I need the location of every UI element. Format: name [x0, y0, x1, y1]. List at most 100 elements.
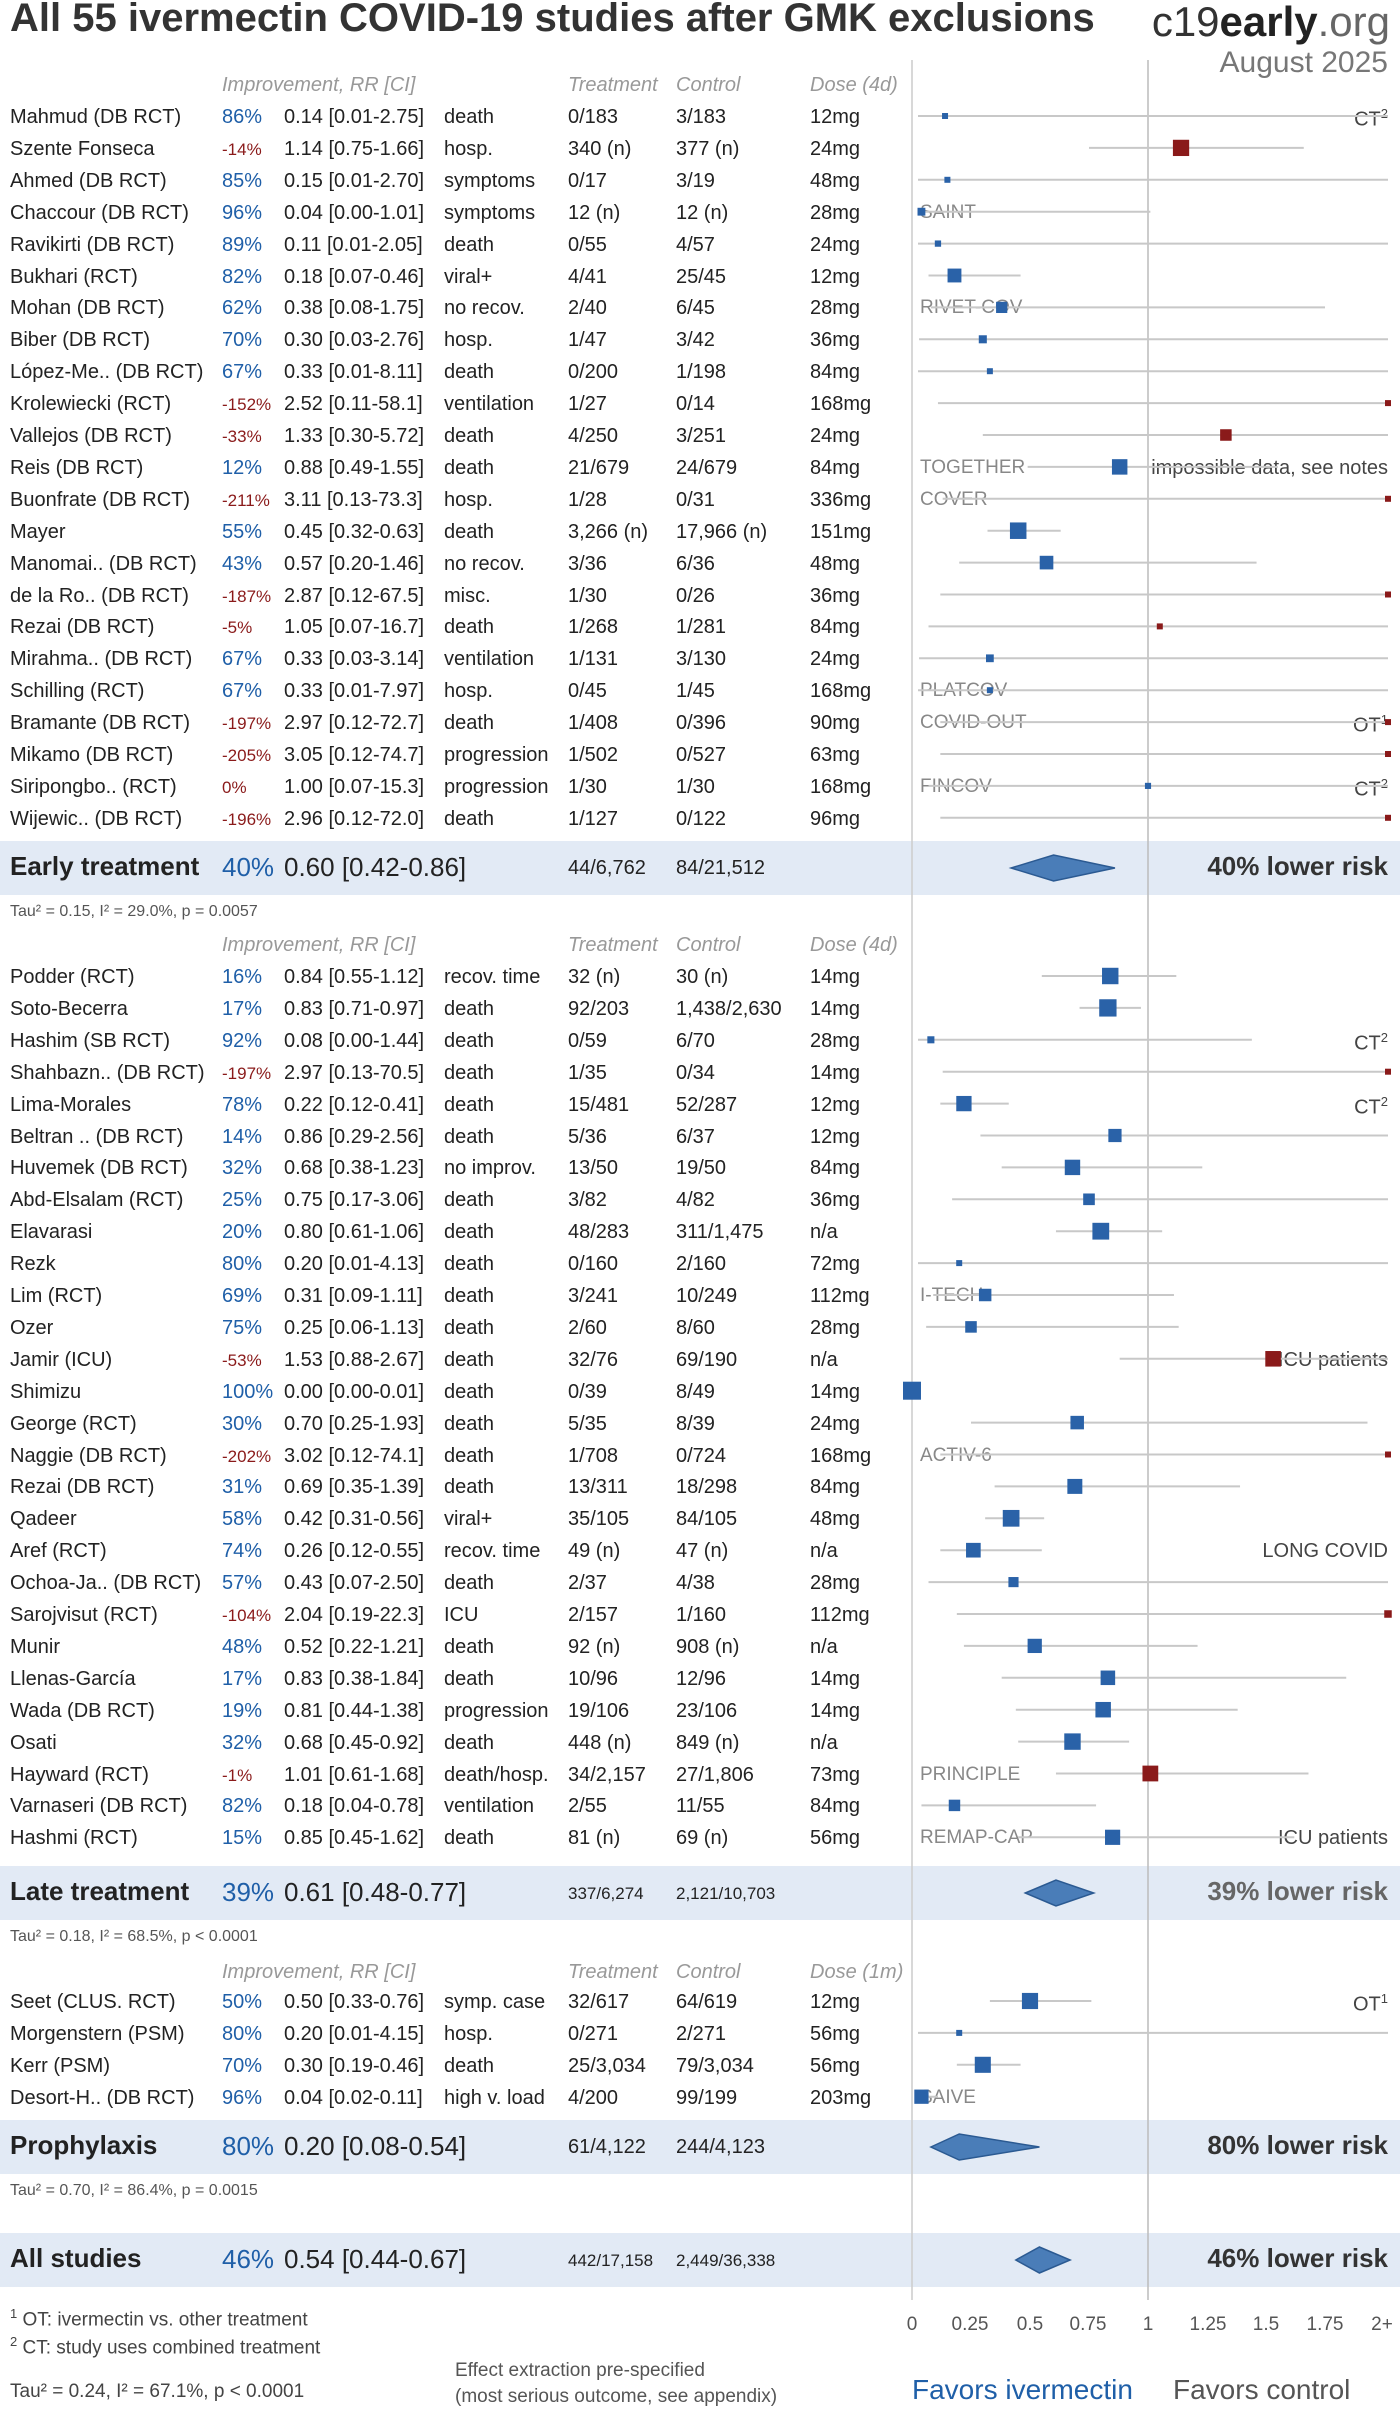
rr-ci-value: 0.33 [0.01-7.97]	[284, 680, 425, 703]
improvement-value: 100%	[222, 1380, 274, 1403]
outcome: hosp.	[444, 680, 493, 703]
outcome: death	[444, 106, 495, 128]
study-row: Vallejos (DB RCT) -33% 1.33 [0.30-5.72] dea…	[0, 419, 1400, 451]
summary-name: Late treatment	[10, 1876, 190, 1906]
study-name: Lima-Morales	[10, 1093, 132, 1116]
summary-risk: 40% lower risk	[1207, 851, 1388, 881]
dose-value: 12mg	[810, 1093, 861, 1116]
study-row: Chaccour (DB RCT) 96% 0.04 [0.00-1.01] symp…	[0, 196, 1400, 228]
study-row: Jamir (ICU) -53% 1.53 [0.88-2.67] death 32/7…	[0, 1343, 1400, 1375]
study-row: Hayward (RCT) -1% 1.01 [0.61-1.68] death/ho…	[0, 1758, 1400, 1790]
rr-ci-value: 0.84 [0.55-1.12]	[284, 966, 425, 988]
study-name: Lim (RCT)	[10, 1285, 103, 1307]
footnote-1: 1 OT: ivermectin vs. other treatment	[10, 2306, 308, 2331]
study-row: Rezk 80% 0.20 [0.01-4.13] death 0/160 2/160 72…	[0, 1247, 1400, 1279]
summary-treatment: 337/6,274	[568, 1884, 644, 1903]
overall-treatment: 442/17,158	[568, 2251, 654, 2270]
treatment-count: 0/45	[568, 680, 607, 703]
rr-ci-value: 0.31 [0.09-1.11]	[284, 1285, 423, 1307]
outcome: death	[444, 1093, 495, 1116]
row-note: OT1	[1353, 712, 1388, 738]
study-name: Soto-Becerra	[10, 997, 128, 1020]
row-note: CT2	[1354, 106, 1388, 132]
control-count: 6/70	[676, 1029, 715, 1052]
summary-rr: 0.60 [0.42-0.86]	[284, 852, 467, 882]
control-count: 84/105	[676, 1508, 738, 1531]
study-row: Mohan (DB RCT) 62% 0.38 [0.08-1.75] no reco…	[0, 291, 1400, 323]
outcome: death	[444, 1380, 495, 1403]
rr-ci-value: 0.20 [0.01-4.15]	[284, 2022, 425, 2045]
overall-improvement: 46%	[222, 2244, 275, 2274]
study-name: Desort-H.. (DB RCT)	[10, 2086, 195, 2109]
outcome: death	[444, 1667, 495, 1690]
study-row: Schilling (RCT) 67% 0.33 [0.01-7.97] hosp. 0…	[0, 674, 1400, 706]
control-count: 1/45	[676, 680, 715, 703]
dose-value: 12mg	[810, 106, 861, 128]
rr-ci-value: 3.11 [0.13-73.3]	[284, 488, 423, 511]
header-improvement: Improvement, RR [CI]	[222, 74, 416, 96]
row-note: LONG COVID	[1262, 1540, 1388, 1563]
x-tick-label: 0.25	[952, 2314, 989, 2335]
rr-ci-value: 2.96 [0.12-72.0]	[284, 807, 425, 830]
column-header-row: Improvement, RR [CI] Treatment Control Dose…	[0, 1955, 1400, 1987]
improvement-value: 20%	[222, 1221, 263, 1244]
brand-logo: c19early.org	[1152, 0, 1390, 46]
study-row: Siripongbo.. (RCT) 0% 1.00 [0.07-15.3] prog…	[0, 770, 1400, 802]
dose-value: 84mg	[810, 1157, 861, 1180]
dose-value: 56mg	[810, 2054, 861, 2077]
rr-ci-value: 0.14 [0.01-2.75]	[284, 106, 425, 128]
header-control: Control	[676, 934, 741, 956]
treatment-count: 1/27	[568, 393, 607, 416]
study-row: Varnaseri (DB RCT) 82% 0.18 [0.04-0.78] ven…	[0, 1789, 1400, 1821]
control-count: 0/724	[676, 1444, 727, 1467]
study-row: Ravikirti (DB RCT) 89% 0.11 [0.01-2.05] dea…	[0, 228, 1400, 260]
treatment-count: 49 (n)	[568, 1540, 621, 1563]
study-name: Hashmi (RCT)	[10, 1827, 138, 1850]
summary-stats: Tau² = 0.18, I² = 68.5%, p < 0.0001	[10, 1928, 258, 1945]
dose-value: 63mg	[810, 744, 861, 766]
study-row: Mahmud (DB RCT) 86% 0.14 [0.01-2.75] death 0…	[0, 100, 1400, 132]
treatment-count: 0/160	[568, 1253, 619, 1276]
control-count: 27/1,806	[676, 1763, 754, 1786]
study-row: Bukhari (RCT) 82% 0.18 [0.07-0.46] viral+ 4/…	[0, 260, 1400, 292]
rr-ci-value: 0.83 [0.71-0.97]	[284, 997, 425, 1020]
outcome: recov. time	[444, 1540, 541, 1563]
study-name: Ravikirti (DB RCT)	[10, 233, 175, 256]
outcome: progression	[444, 744, 549, 766]
control-count: 8/60	[676, 1316, 715, 1339]
dose-value: 84mg	[810, 1476, 861, 1499]
study-row: Mirahma.. (DB RCT) 67% 0.33 [0.03-3.14] ven…	[0, 642, 1400, 674]
trial-name-note: SAINT	[920, 201, 976, 223]
x-tick-label: 1.75	[1307, 2314, 1344, 2335]
study-name: Bramante (DB RCT)	[10, 712, 191, 735]
dose-value: 24mg	[810, 1412, 861, 1435]
control-count: 12/96	[676, 1667, 727, 1690]
control-count: 69 (n)	[676, 1827, 729, 1850]
treatment-count: 448 (n)	[568, 1731, 632, 1754]
study-name: Naggie (DB RCT)	[10, 1444, 167, 1467]
dose-value: 36mg	[810, 1189, 861, 1212]
improvement-value: -197%	[222, 1063, 272, 1083]
rr-ci-value: 0.18 [0.07-0.46]	[284, 265, 425, 288]
study-row: Lima-Morales 78% 0.22 [0.12-0.41] death 15/4…	[0, 1088, 1400, 1120]
improvement-value: 43%	[222, 552, 263, 575]
treatment-count: 0/17	[568, 169, 607, 192]
control-count: 4/38	[676, 1572, 715, 1595]
study-row: Krolewiecki (RCT) -152% 2.52 [0.11-58.1] ve…	[0, 387, 1400, 419]
treatment-count: 4/250	[568, 425, 619, 447]
improvement-value: 75%	[222, 1316, 263, 1339]
control-count: 2/160	[676, 1253, 727, 1276]
summary-treatment: 44/6,762	[568, 857, 646, 879]
study-name: Wada (DB RCT)	[10, 1699, 155, 1722]
treatment-count: 1/47	[568, 329, 607, 352]
control-count: 1/198	[676, 361, 727, 384]
improvement-value: -211%	[222, 490, 270, 510]
dose-value: n/a	[810, 1731, 838, 1754]
control-count: 849 (n)	[676, 1731, 740, 1754]
treatment-count: 1/30	[568, 584, 607, 607]
page-title: All 55 ivermectin COVID-19 studies after…	[10, 0, 1095, 40]
improvement-value: 17%	[222, 1667, 263, 1690]
study-row: Buonfrate (DB RCT) -211% 3.11 [0.13-73.3] h…	[0, 483, 1400, 515]
outcome: progression	[444, 1699, 549, 1722]
treatment-count: 19/106	[568, 1699, 630, 1722]
